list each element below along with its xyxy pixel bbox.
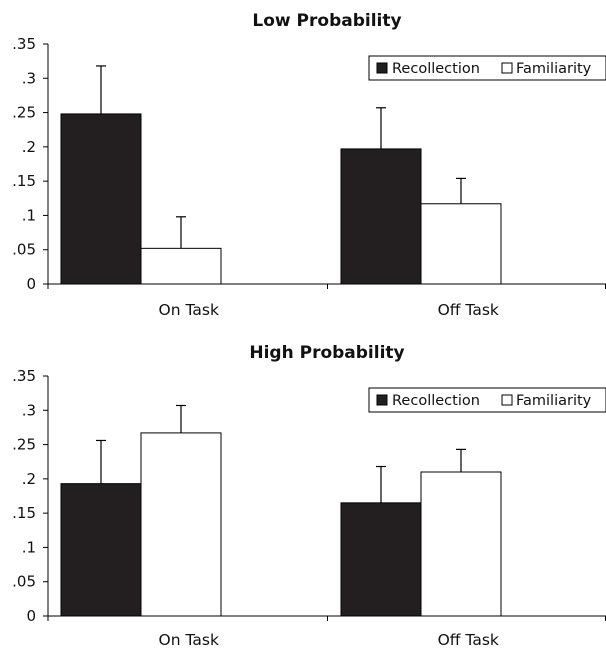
legend-label-familiarity: Familiarity xyxy=(516,393,592,409)
bar-familiarity-off-task xyxy=(420,471,502,617)
y-tick-label: .15 xyxy=(12,504,36,522)
bar-recollection-off-task xyxy=(340,148,422,285)
x-tick-label: On Task xyxy=(159,631,219,649)
legend-label-recollection: Recollection xyxy=(392,61,480,77)
chart-title: Low Probability xyxy=(252,11,401,31)
chart-title: High Probability xyxy=(249,343,404,363)
legend-swatch-recollection xyxy=(376,394,388,406)
y-tick-label: .3 xyxy=(22,401,36,419)
legend-box xyxy=(368,55,606,81)
legend-label-familiarity: Familiarity xyxy=(516,61,592,77)
legend-swatch-recollection xyxy=(376,62,388,74)
legend: Recollection Familiarity xyxy=(368,387,606,413)
bar-recollection-on-task xyxy=(60,113,142,285)
y-tick-label: .35 xyxy=(12,35,36,53)
legend-swatch-familiarity xyxy=(501,394,513,406)
y-tick-label: .05 xyxy=(12,573,36,591)
y-tick-label: .25 xyxy=(12,436,36,454)
chart-panel-1: Low Probability On Task Off Task 0 .05 .1 .15.… xyxy=(12,11,606,319)
bar-familiarity-off-task xyxy=(420,203,502,285)
y-tick-label: .2 xyxy=(22,138,36,156)
legend: Recollection Familiarity xyxy=(368,55,606,81)
y-tick-label: .35 xyxy=(12,367,36,385)
bar-recollection-on-task xyxy=(60,483,142,617)
chart-panel-2: High Probability On Task Off Task 0 .05 .1 .15… xyxy=(12,343,606,649)
y-tick-label: .25 xyxy=(12,104,36,122)
x-tick-label: Off Task xyxy=(438,631,499,649)
x-tick-label: On Task xyxy=(159,301,219,319)
y-tick-label: 0 xyxy=(26,275,36,293)
legend-swatch-familiarity xyxy=(501,62,513,74)
y-tick-label: .2 xyxy=(22,470,36,488)
y-tick-label: 0 xyxy=(26,607,36,625)
legend-label-recollection: Recollection xyxy=(392,393,480,409)
legend-box xyxy=(368,387,606,413)
x-tick-label: Off Task xyxy=(438,301,499,319)
y-tick-label: .1 xyxy=(22,538,36,556)
bar-recollection-off-task xyxy=(340,502,422,617)
bar-familiarity-on-task xyxy=(140,247,222,285)
y-tick-label: .3 xyxy=(22,69,36,87)
y-tick-label: .15 xyxy=(12,172,36,190)
y-tick-label: .1 xyxy=(22,206,36,224)
y-tick-label: .05 xyxy=(12,241,36,259)
bar-familiarity-on-task xyxy=(140,432,222,617)
